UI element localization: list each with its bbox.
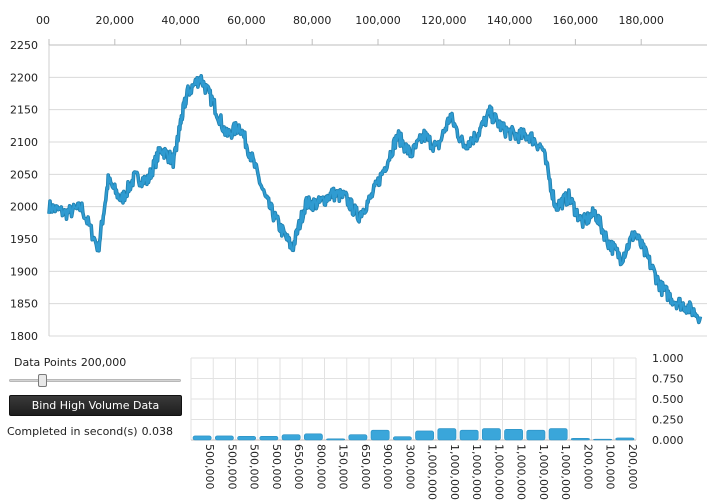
main-y-tick-label: 1950 [10, 233, 38, 246]
volume-bar [348, 434, 368, 441]
volume-x-tick-label: 650,000 [359, 444, 372, 490]
main-y-tick-label: 2100 [10, 136, 38, 149]
main-y-tick-label: 2050 [10, 168, 38, 181]
volume-x-tick-label: 800,000 [314, 444, 327, 490]
volume-y-tick-label: 0.250 [652, 414, 684, 427]
volume-x-tick-label: 1,000,000 [559, 444, 572, 500]
main-x-tick-label: 160,000 [553, 14, 599, 27]
volume-x-tick-label: 1,000,000 [492, 444, 505, 500]
data-points-value: 200,000 [80, 356, 127, 369]
slider-thumb[interactable] [38, 374, 48, 387]
main-x-tick-label: 80,000 [293, 14, 332, 27]
main-x-tick-label: 40,000 [161, 14, 200, 27]
volume-y-tick-label: 1.000 [652, 352, 684, 365]
price-line-chart: 00 20,000 40,000 60,000 80,000 100,000 120,000… [10, 14, 707, 343]
volume-chart-bars [192, 428, 635, 441]
volume-x-tick-label: 1,000,000 [515, 444, 528, 500]
volume-bar [504, 429, 524, 441]
main-y-tick-label: 1850 [10, 298, 38, 311]
volume-bar [370, 429, 390, 441]
main-x-tick-label: 140,000 [487, 14, 533, 27]
bind-high-volume-data-button[interactable]: Bind High Volume Data [9, 395, 182, 416]
volume-x-tick-label: 500,000 [248, 444, 261, 490]
volume-x-tick-label: 200,000 [626, 444, 639, 490]
volume-bar [392, 436, 412, 441]
volume-y-tick-label: 0.750 [652, 373, 684, 386]
volume-x-tick-label: 150,000 [337, 444, 350, 490]
main-x-tick-label: 60,000 [227, 14, 266, 27]
volume-x-tick-label: 1,000,000 [426, 444, 439, 500]
volume-bar [437, 428, 457, 441]
main-y-tick-label: 2250 [10, 39, 38, 52]
volume-x-tick-label: 500,000 [225, 444, 238, 490]
volume-y-tick-label: 0.000 [652, 434, 684, 447]
main-y-tick-label: 1900 [10, 265, 38, 278]
volume-x-tick-label: 1,000,000 [448, 444, 461, 500]
data-points-label: Data Points [14, 356, 77, 369]
volume-bar [615, 437, 635, 441]
volume-bar [326, 438, 346, 441]
main-y-tick-label: 2000 [10, 201, 38, 214]
main-chart-grid [49, 44, 707, 337]
main-y-tick-label: 2200 [10, 71, 38, 84]
main-y-tick-label: 2150 [10, 104, 38, 117]
volume-x-tick-label: 1,000,000 [470, 444, 483, 500]
main-x-tick-label: 00 [36, 14, 50, 27]
volume-bar [570, 438, 590, 441]
volume-x-tick-label: 100,000 [604, 444, 617, 490]
volume-bar [192, 435, 212, 441]
volume-bar [214, 435, 234, 441]
main-x-tick-label: 120,000 [421, 14, 467, 27]
completed-value: 0.038 [141, 425, 174, 438]
volume-x-tick-label: 900,000 [381, 444, 394, 490]
volume-bar [526, 429, 546, 441]
main-y-tick-label: 1800 [10, 330, 38, 343]
volume-bar [237, 436, 257, 441]
volume-chart-y-axis: 1.000 0.750 0.500 0.250 0.000 [652, 352, 684, 447]
volume-x-tick-label: 300,000 [403, 444, 416, 490]
volume-bar [481, 428, 501, 441]
volume-chart-grid [190, 357, 637, 441]
main-x-tick-label: 180,000 [618, 14, 664, 27]
volume-bar [281, 434, 301, 441]
completion-status: Completed in second(s) 0.038 [7, 425, 177, 438]
price-series-line-shadow [47, 74, 703, 325]
volume-x-tick-label: 1,000,000 [537, 444, 550, 500]
controls-panel: Data Points 200,000 Bind High Volume Data… [0, 352, 190, 452]
volume-chart-x-axis: 500,000 500,000 500,000 500,000 650,000 800,0… [203, 444, 639, 500]
volume-y-tick-label: 0.500 [652, 393, 684, 406]
volume-bar [303, 433, 323, 441]
volume-bar [415, 430, 435, 441]
price-series-line [48, 74, 702, 324]
volume-x-tick-label: 650,000 [292, 444, 305, 490]
main-x-tick-label: 20,000 [96, 14, 135, 27]
volume-bar [459, 429, 479, 441]
main-x-tick-label: 100,000 [355, 14, 401, 27]
data-points-row: Data Points 200,000 [14, 356, 130, 369]
volume-x-tick-label: 500,000 [203, 444, 216, 490]
completed-label: Completed in second(s) [7, 425, 138, 438]
volume-bar [593, 438, 613, 441]
volume-x-tick-label: 200,000 [581, 444, 594, 490]
data-points-slider[interactable] [9, 374, 181, 387]
volume-bar [548, 428, 568, 441]
main-chart-x-axis: 00 20,000 40,000 60,000 80,000 100,000 120,000… [36, 14, 707, 46]
main-chart-y-axis: 2250 2200 2150 2100 2050 2000 1950 1900 1850 1800 [10, 39, 50, 343]
volume-bar [259, 436, 279, 441]
slider-track[interactable] [9, 379, 181, 382]
volume-x-tick-label: 500,000 [270, 444, 283, 490]
